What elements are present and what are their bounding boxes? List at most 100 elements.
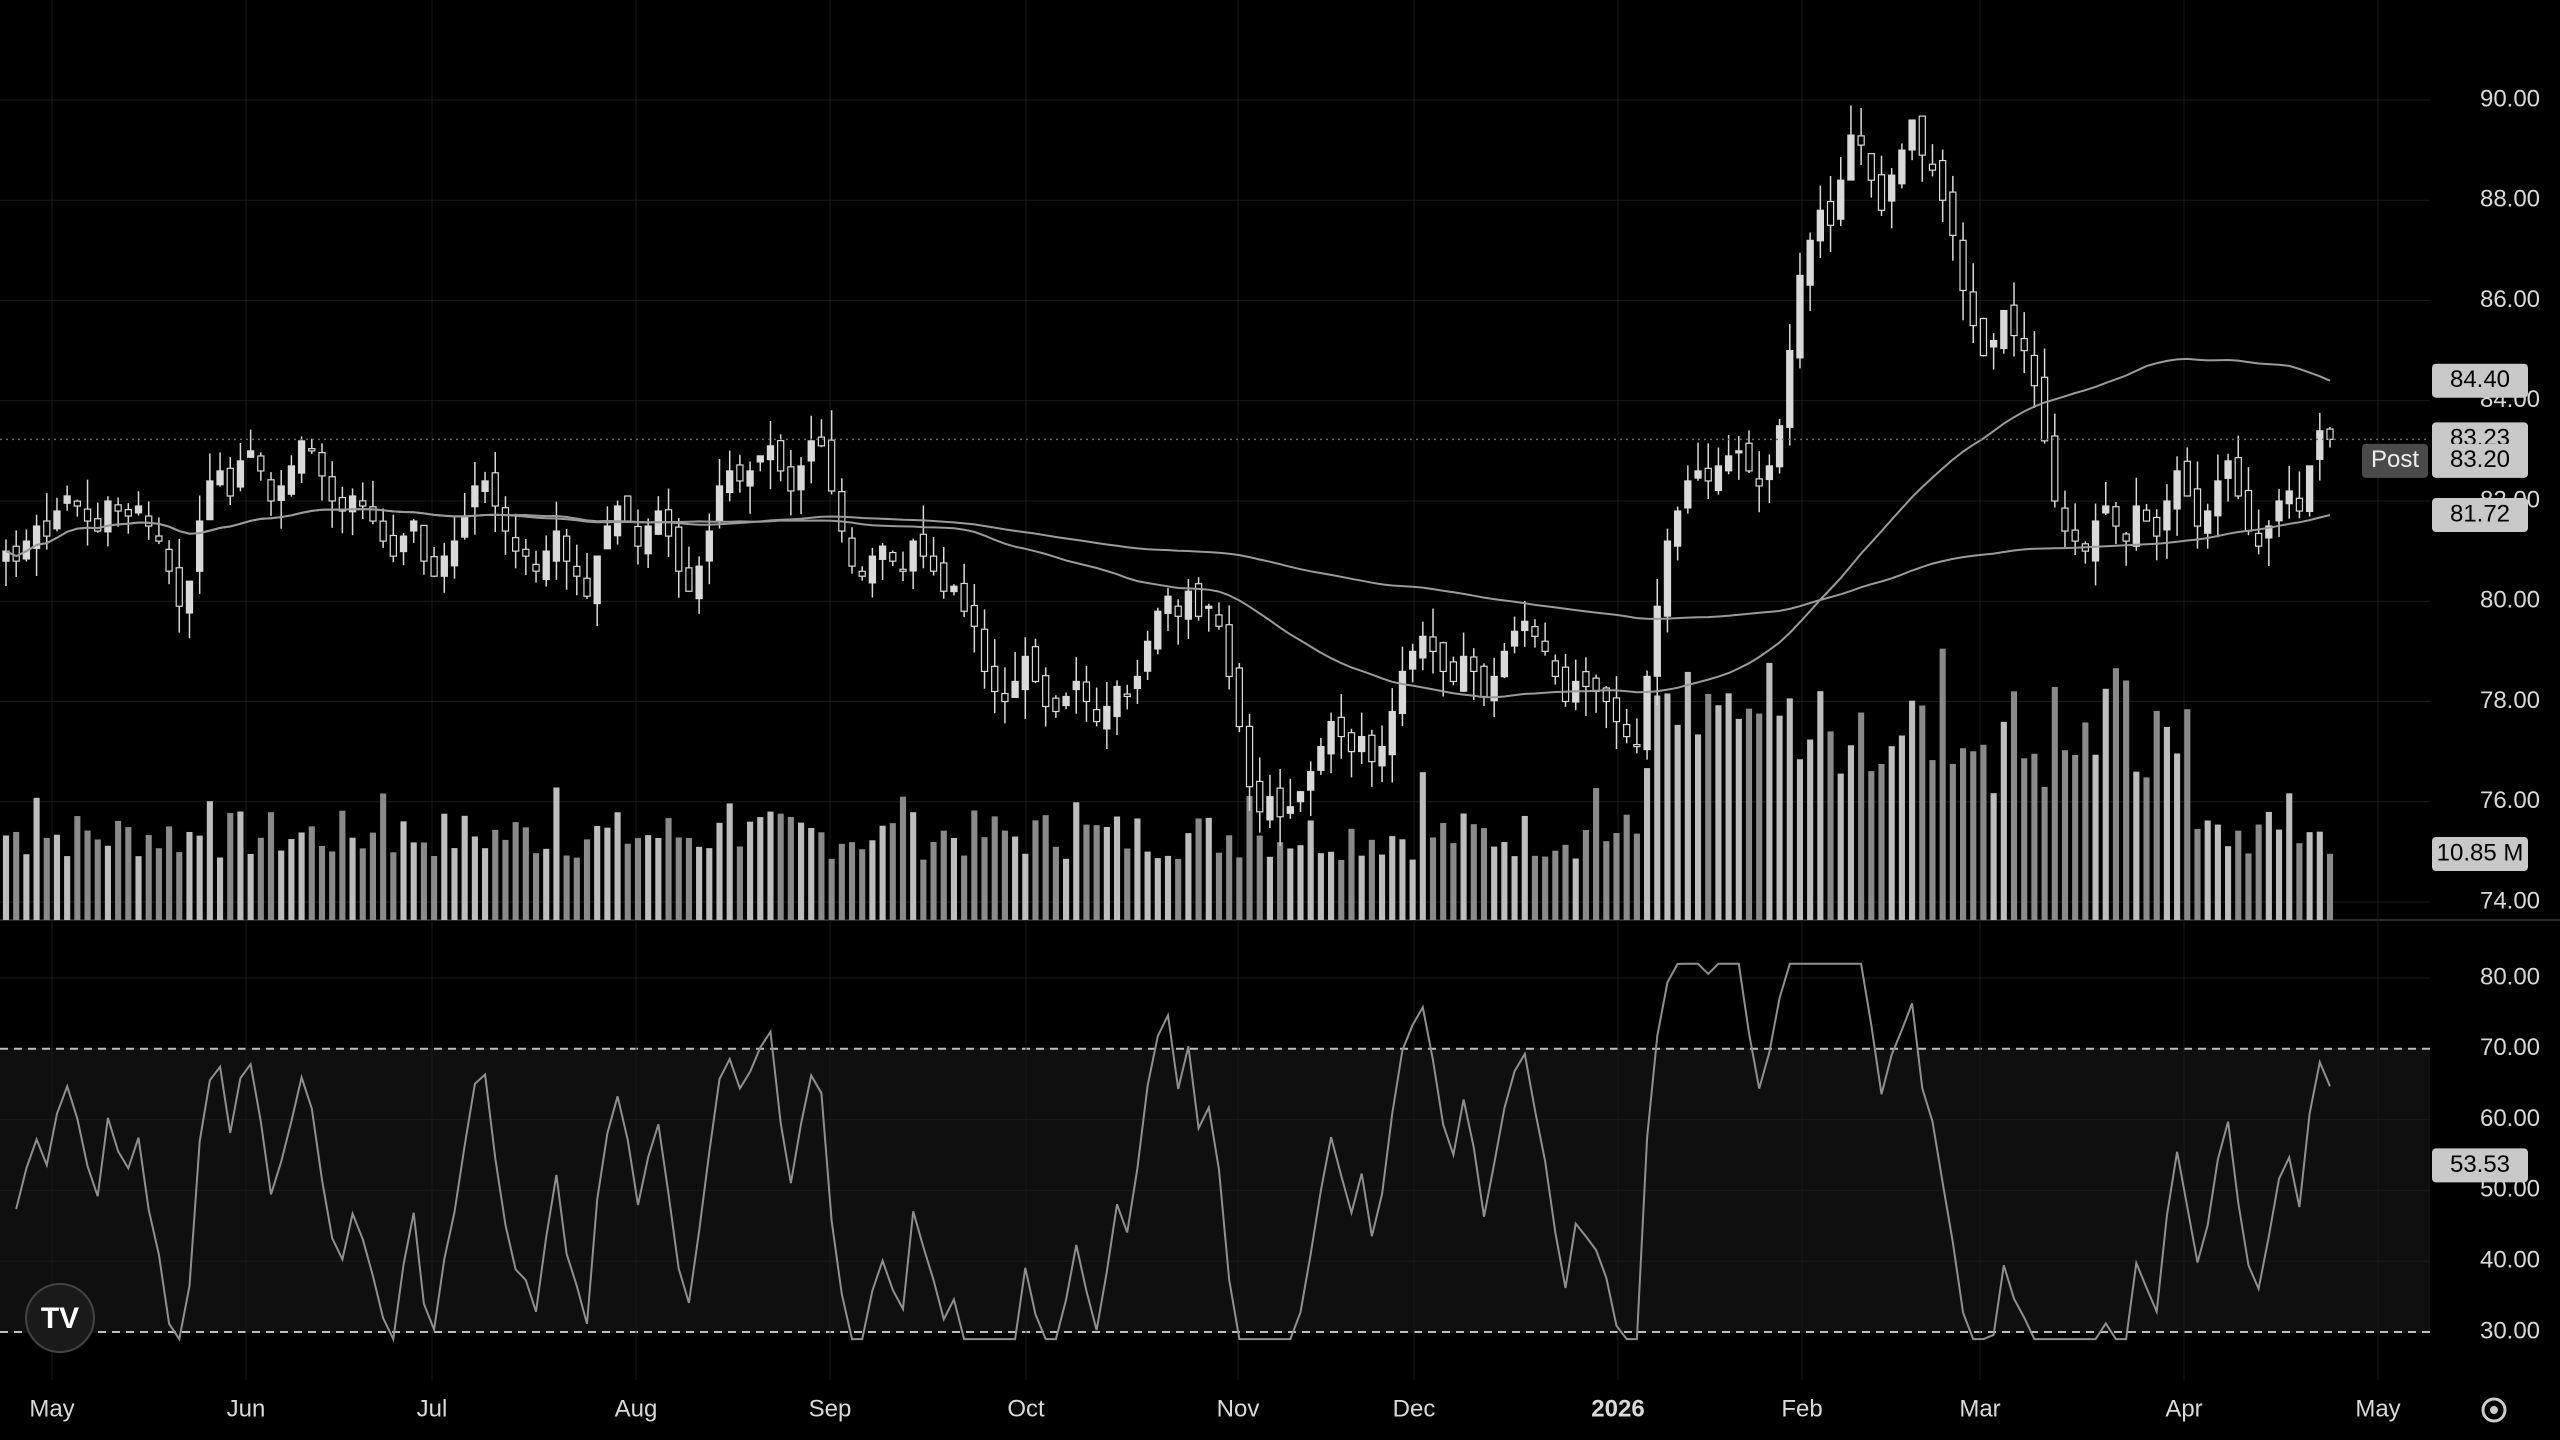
candle-body[interactable] bbox=[2051, 435, 2059, 502]
candle-body[interactable] bbox=[1989, 340, 1998, 348]
candle-body[interactable] bbox=[155, 535, 163, 542]
candle-body[interactable] bbox=[104, 500, 112, 533]
candle-body[interactable] bbox=[1480, 665, 1488, 698]
candle-body[interactable] bbox=[532, 563, 540, 572]
candle-body[interactable] bbox=[858, 570, 866, 577]
candle-body[interactable] bbox=[1408, 650, 1417, 670]
candle-body[interactable] bbox=[369, 506, 377, 522]
candle-body[interactable] bbox=[1837, 179, 1845, 220]
candle-body[interactable] bbox=[889, 551, 897, 562]
candle-body[interactable] bbox=[1245, 725, 1254, 788]
candle-body[interactable] bbox=[899, 568, 907, 572]
candle-body[interactable] bbox=[1001, 692, 1009, 703]
candle-body[interactable] bbox=[1347, 732, 1356, 753]
candle-body[interactable] bbox=[980, 628, 989, 673]
candle-body[interactable] bbox=[1765, 465, 1774, 481]
candle-body[interactable] bbox=[1663, 540, 1672, 617]
candle-body[interactable] bbox=[175, 567, 183, 607]
candle-body[interactable] bbox=[2112, 506, 2120, 527]
candle-body[interactable] bbox=[328, 476, 336, 502]
candle-body[interactable] bbox=[1969, 291, 1977, 327]
candle-body[interactable] bbox=[603, 525, 612, 550]
candle-body[interactable] bbox=[32, 525, 41, 549]
candle-body[interactable] bbox=[461, 515, 469, 538]
gear-icon[interactable] bbox=[2481, 1397, 2507, 1423]
candle-body[interactable] bbox=[1225, 624, 1233, 678]
candle-body[interactable] bbox=[501, 507, 510, 532]
candle-body[interactable] bbox=[338, 496, 347, 512]
candle-body[interactable] bbox=[1877, 174, 1886, 211]
candle-body[interactable] bbox=[318, 452, 326, 477]
candle-body[interactable] bbox=[644, 525, 652, 555]
candle-body[interactable] bbox=[522, 548, 530, 557]
candle-body[interactable] bbox=[481, 480, 489, 493]
candle-body[interactable] bbox=[2000, 309, 2008, 350]
candle-body[interactable] bbox=[1143, 640, 1152, 672]
candle-body[interactable] bbox=[2102, 505, 2110, 514]
candle-body[interactable] bbox=[53, 510, 61, 530]
candle-body[interactable] bbox=[634, 525, 642, 547]
candle-body[interactable] bbox=[2204, 510, 2212, 534]
candle-body[interactable] bbox=[766, 445, 775, 461]
candle-body[interactable] bbox=[491, 472, 499, 507]
candle-body[interactable] bbox=[2265, 525, 2273, 539]
logo-badge[interactable] bbox=[25, 1283, 95, 1353]
candle-body[interactable] bbox=[1673, 510, 1682, 547]
candle-body[interactable] bbox=[1694, 470, 1702, 479]
candle-body[interactable] bbox=[1551, 660, 1559, 678]
candle-body[interactable] bbox=[2173, 470, 2181, 510]
candle-body[interactable] bbox=[787, 466, 795, 492]
candle-body[interactable] bbox=[236, 460, 245, 488]
candle-body[interactable] bbox=[705, 530, 713, 562]
candle-body[interactable] bbox=[1684, 480, 1692, 509]
candle-body[interactable] bbox=[2295, 497, 2304, 512]
candle-body[interactable] bbox=[2061, 507, 2069, 532]
candle-body[interactable] bbox=[1745, 442, 1753, 472]
candle-body[interactable] bbox=[1561, 666, 1570, 703]
candle-body[interactable] bbox=[420, 524, 428, 562]
candle-body[interactable] bbox=[1449, 661, 1458, 683]
candle-body[interactable] bbox=[827, 439, 836, 492]
candle-body[interactable] bbox=[1205, 605, 1213, 609]
candle-body[interactable] bbox=[124, 509, 132, 517]
candle-body[interactable] bbox=[2285, 490, 2293, 505]
candle-body[interactable] bbox=[2010, 304, 2018, 337]
candle-body[interactable] bbox=[1082, 681, 1091, 703]
candle-body[interactable] bbox=[2275, 500, 2283, 522]
candle-body[interactable] bbox=[2153, 516, 2161, 537]
candle-body[interactable] bbox=[715, 485, 724, 523]
candle-body[interactable] bbox=[2326, 428, 2334, 440]
candle-body[interactable] bbox=[2132, 505, 2140, 547]
candle-body[interactable] bbox=[1419, 635, 1427, 659]
candle-body[interactable] bbox=[2071, 529, 2079, 542]
candle-body[interactable] bbox=[2234, 457, 2242, 497]
candle-body[interactable] bbox=[2244, 489, 2253, 532]
candle-body[interactable] bbox=[838, 490, 846, 532]
candle-body[interactable] bbox=[1908, 119, 1916, 151]
candle-body[interactable] bbox=[216, 470, 224, 486]
candle-body[interactable] bbox=[1459, 655, 1468, 692]
candle-body[interactable] bbox=[695, 565, 703, 600]
candle-body[interactable] bbox=[2193, 488, 2202, 527]
candle-body[interactable] bbox=[2030, 354, 2039, 387]
candle-body[interactable] bbox=[736, 464, 744, 482]
candle-body[interactable] bbox=[2316, 430, 2324, 460]
candle-body[interactable] bbox=[1215, 614, 1223, 627]
candle-body[interactable] bbox=[2091, 520, 2100, 562]
candle-body[interactable] bbox=[542, 550, 550, 580]
candle-body[interactable] bbox=[1021, 655, 1029, 691]
candle-body[interactable] bbox=[471, 485, 479, 508]
candle-body[interactable] bbox=[2254, 532, 2263, 547]
candle-body[interactable] bbox=[1052, 697, 1060, 713]
candle-body[interactable] bbox=[1531, 626, 1539, 637]
candle-body[interactable] bbox=[348, 495, 357, 513]
candle-body[interactable] bbox=[114, 504, 122, 512]
candle-body[interactable] bbox=[685, 567, 693, 592]
candle-body[interactable] bbox=[410, 520, 418, 532]
candle-body[interactable] bbox=[746, 470, 754, 487]
candle-body[interactable] bbox=[2305, 465, 2314, 512]
candle-body[interactable] bbox=[1133, 675, 1142, 690]
candle-body[interactable] bbox=[777, 440, 785, 472]
